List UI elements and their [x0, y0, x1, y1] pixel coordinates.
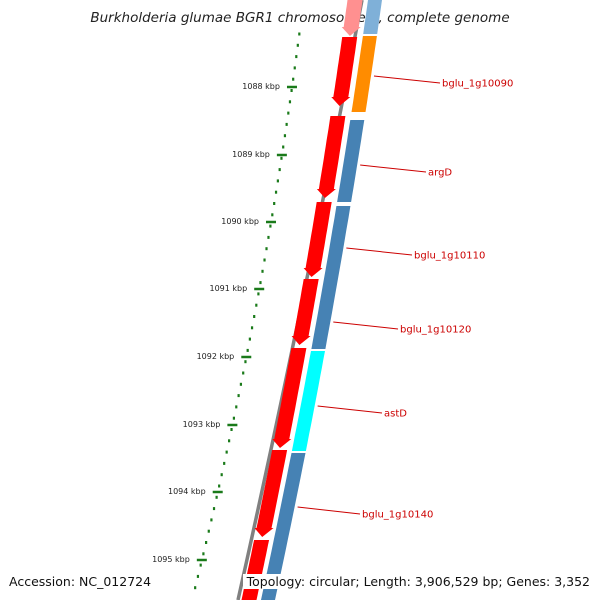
- scale-dot: [218, 484, 221, 488]
- gene-leader-line: [333, 321, 399, 330]
- scale-dot: [248, 337, 251, 341]
- scale-dot: [207, 529, 210, 533]
- scale-dot: [274, 190, 278, 194]
- scale-dot: [210, 518, 213, 522]
- scale-dot: [237, 394, 240, 398]
- feature-block: [261, 453, 306, 600]
- scale-dot: [261, 269, 264, 273]
- scale-dot: [282, 145, 285, 149]
- gene-leader-line: [360, 164, 427, 173]
- scale-dot: [269, 224, 272, 228]
- feature-block: [363, 0, 382, 34]
- tick-label: 1089 kbp: [232, 150, 270, 159]
- tick-label: 1088 kbp: [242, 82, 280, 91]
- scale-dot: [298, 32, 301, 36]
- scale-dot: [253, 315, 256, 318]
- forward-gene-block: [316, 116, 346, 198]
- tick-label: 1092 kbp: [197, 352, 235, 361]
- feature-block: [291, 351, 325, 451]
- scale-dot: [212, 507, 216, 511]
- scale-dot: [235, 405, 238, 409]
- feature-block: [337, 120, 365, 202]
- scale-ticks: 1088 kbp 1089 kbp 1090 kbp 1091 kbp 1092 kbp…: [152, 82, 297, 564]
- scale-dot: [250, 326, 254, 330]
- scale-dot: [242, 371, 245, 375]
- scale-dot: [292, 77, 295, 81]
- scale-dot: [295, 55, 298, 59]
- map-title: Burkholderia glumae BGR1 chromosome 1, c…: [90, 10, 510, 26]
- forward-gene-block: [291, 279, 319, 345]
- scale-dot: [194, 586, 197, 590]
- feature-block: [351, 36, 377, 112]
- forward-gene-block: [341, 0, 363, 36]
- feature-block: [311, 206, 351, 349]
- scale-dot: [220, 473, 223, 477]
- scale-dots: [194, 32, 301, 590]
- gene-leader-line: [346, 247, 413, 256]
- tick-label: 1094 kbp: [168, 487, 206, 496]
- gene-leader-line: [373, 75, 441, 84]
- forward-gene-block: [272, 348, 307, 448]
- gene-leader-line: [297, 506, 361, 515]
- scale-dot: [230, 428, 233, 431]
- scale-dot: [283, 134, 287, 138]
- scale-dot: [280, 156, 283, 160]
- gene-labels: bglu_1g10090 argD bglu_1g10110 bglu_1g10120…: [297, 75, 513, 521]
- forward-gene-track: [241, 0, 363, 600]
- scale-dot: [255, 303, 258, 307]
- scale-dot: [278, 168, 281, 172]
- scale-dot: [239, 382, 243, 386]
- tick-label: 1095 kbp: [152, 555, 190, 564]
- tick-label: 1093 kbp: [183, 420, 221, 429]
- forward-gene-block: [303, 202, 332, 277]
- scale-dot: [244, 360, 247, 364]
- topology-text: Topology: circular; Length: 3,906,529 bp…: [242, 574, 590, 589]
- scale-dot: [271, 213, 274, 217]
- gene-label: bglu_1g10110: [414, 251, 485, 262]
- scale-dot: [205, 541, 208, 544]
- scale-dot: [293, 66, 296, 70]
- feature-track: [261, 0, 382, 600]
- gene-label: argD: [428, 168, 452, 179]
- scale-dot: [225, 450, 228, 454]
- gene-label: bglu_1g10090: [442, 79, 513, 90]
- scale-dot: [263, 258, 266, 262]
- tick-label: 1091 kbp: [210, 284, 248, 293]
- scale-dot: [273, 202, 276, 205]
- forward-gene-block: [254, 450, 288, 537]
- forward-gene-block: [331, 37, 358, 106]
- gene-label: astD: [384, 409, 407, 420]
- scale-dot: [290, 89, 293, 92]
- tick-label: 1090 kbp: [221, 217, 259, 226]
- gene-label: bglu_1g10140: [362, 510, 433, 521]
- gene-label: bglu_1g10120: [400, 325, 471, 336]
- scale-dot: [265, 247, 268, 251]
- scale-dot: [196, 574, 200, 578]
- gene-leader-line: [317, 405, 383, 414]
- scale-dot: [285, 122, 288, 126]
- scale-dot: [276, 179, 279, 183]
- scale-dot: [202, 552, 205, 556]
- scale-dot: [267, 235, 270, 239]
- scale-dot: [257, 292, 260, 296]
- scale-dot: [228, 439, 231, 443]
- scale-dot: [259, 281, 262, 285]
- scale-dot: [296, 43, 299, 47]
- scale-dot: [287, 111, 290, 115]
- scale-dot: [288, 100, 292, 104]
- scale-dot: [215, 495, 218, 499]
- accession-text: Accession: NC_012724: [9, 574, 152, 589]
- scale-dot: [246, 348, 249, 352]
- scale-dot: [223, 461, 226, 465]
- scale-dot: [199, 563, 202, 567]
- scale-dot: [232, 416, 236, 420]
